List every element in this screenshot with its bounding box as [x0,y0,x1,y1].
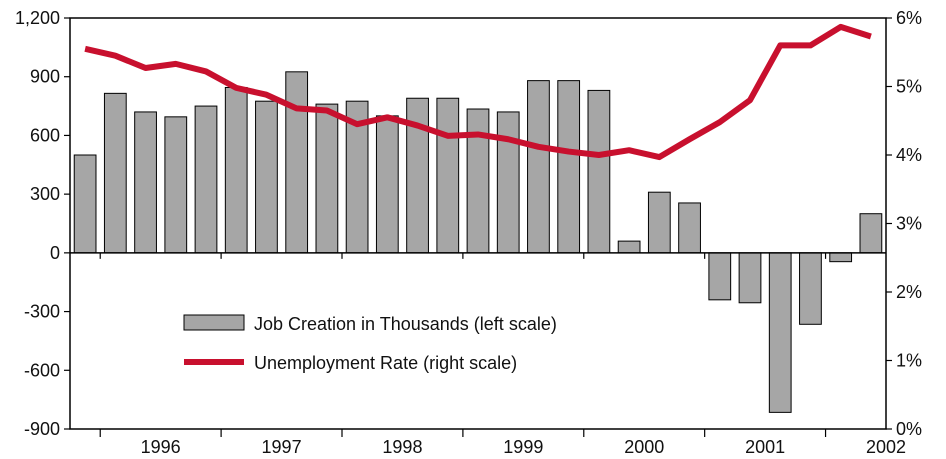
x-label-1996: 1996 [141,437,181,457]
left-tick-label-0: 1,200 [15,8,60,28]
bar-7 [285,71,309,254]
bar-5 [224,86,248,254]
right-tick-label-1: 5% [896,77,922,97]
bar-23 [768,252,792,413]
bar-3 [164,116,188,254]
right-tick-label-0: 6% [896,8,922,28]
legend-line-label: Unemployment Rate (right scale) [254,353,517,373]
bar-14 [496,111,520,254]
bar-16 [557,80,581,254]
bar-24 [799,252,822,325]
x-axis-ticks [99,252,827,259]
x-label-1998: 1998 [382,437,422,457]
right-tick-label-6: 0% [896,419,922,439]
x-label-2001: 2001 [745,437,785,457]
bar-12 [436,97,460,254]
legend-bar-label: Job Creation in Thousands (left scale) [254,314,557,334]
left-axis: 1,200 900 600 300 0 -300 -600 -900 [15,8,70,439]
x-label-1997: 1997 [262,437,302,457]
bar-26 [859,213,883,254]
left-tick-label-7: -900 [24,419,60,439]
legend: Job Creation in Thousands (left scale) U… [183,314,557,373]
bar-25 [829,252,853,263]
x-label-1999: 1999 [503,437,543,457]
x-axis: 1996 1997 1998 1999 2000 2001 2002 [99,429,906,457]
bar-4 [194,105,218,254]
bar-21 [708,252,732,301]
right-axis: 6% 5% 4% 3% 2% 1% 0% [886,8,922,439]
right-tick-label-4: 2% [896,282,922,302]
bar-2 [134,111,157,254]
line-layer [84,23,872,161]
bar-1 [103,92,127,254]
bar-15 [527,80,550,254]
bars-layer [73,71,883,413]
left-tick-label-4: 0 [50,243,60,263]
bar-19 [647,191,671,254]
left-tick-label-5: -300 [24,302,60,322]
bar-0 [73,154,97,254]
left-tick-label-6: -600 [24,360,60,380]
left-tick-label-1: 900 [30,67,60,87]
bar-6 [255,100,278,254]
unemployment-rate-line [84,23,872,161]
left-tick-label-3: 300 [30,184,60,204]
bar-22 [738,252,762,304]
bar-18 [617,240,641,254]
right-tick-label-2: 4% [896,145,922,165]
x-label-2000: 2000 [624,437,664,457]
bar-10 [375,115,399,254]
bar-8 [315,103,339,254]
bar-17 [587,89,611,254]
x-label-2002: 2002 [866,437,906,457]
bar-13 [466,108,490,254]
bar-20 [678,202,701,254]
right-tick-label-3: 3% [896,214,922,234]
right-tick-label-5: 1% [896,351,922,371]
legend-bar-swatch [183,314,245,331]
left-tick-label-2: 600 [30,125,60,145]
